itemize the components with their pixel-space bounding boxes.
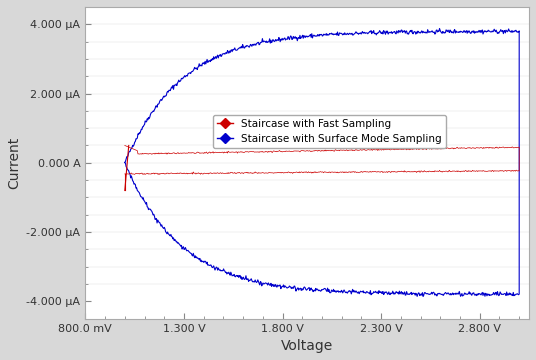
X-axis label: Voltage: Voltage <box>281 339 333 353</box>
Y-axis label: Current: Current <box>7 137 21 189</box>
Legend: Staircase with Fast Sampling, Staircase with Surface Mode Sampling: Staircase with Fast Sampling, Staircase … <box>213 115 446 148</box>
